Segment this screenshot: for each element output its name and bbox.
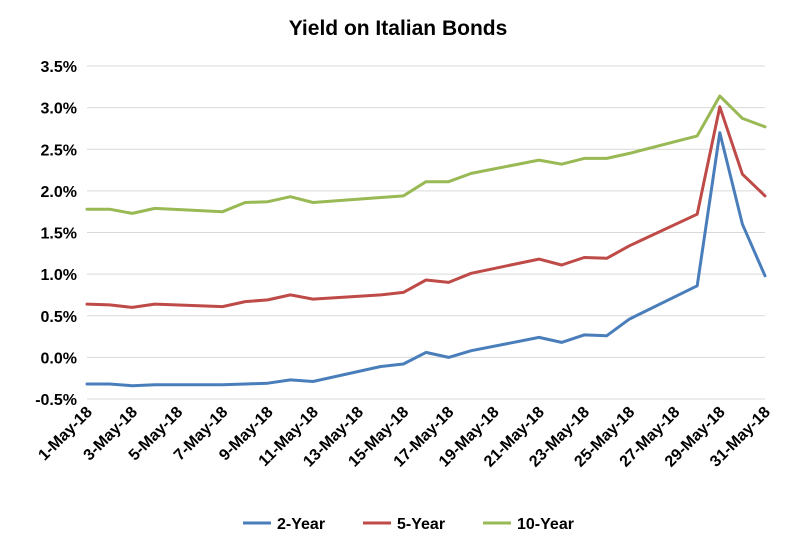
y-tick-label: 0.5% [41,309,77,326]
y-tick-label: 2.5% [41,142,77,159]
y-tick-label: 1.5% [41,226,77,243]
y-tick-label: 3.0% [41,101,77,118]
y-tick-label: 1.0% [41,267,77,284]
legend-label: 5-Year [397,516,445,533]
series-line-2-year [85,131,767,388]
y-tick-label: -0.5% [35,392,77,409]
series-line-5-year [85,105,767,309]
chart-title: Yield on Italian Bonds [289,17,508,40]
legend-item: 2-Year [243,516,325,533]
y-tick-label: 3.5% [41,59,77,76]
legend-item: 10-Year [483,516,574,533]
y-tick-label: 0.0% [41,350,77,367]
legend-item: 5-Year [363,516,445,533]
y-axis-tick-labels: -0.5% 0.0% 0.5% 1.0% 1.5% 2.0% 2.5% 3.0% 3.5% [35,59,77,409]
y-tick-label: 2.0% [41,184,77,201]
series-line-10-year [85,94,767,215]
x-axis-tick-labels: 1-May-183-May-185-May-187-May-189-May-18… [35,404,774,471]
legend-label: 10-Year [517,516,574,533]
legend-label: 2-Year [277,516,325,533]
gridlines [87,65,765,400]
series-lines [85,94,767,388]
legend: 2-Year 5-Year 10-Year [243,516,574,533]
